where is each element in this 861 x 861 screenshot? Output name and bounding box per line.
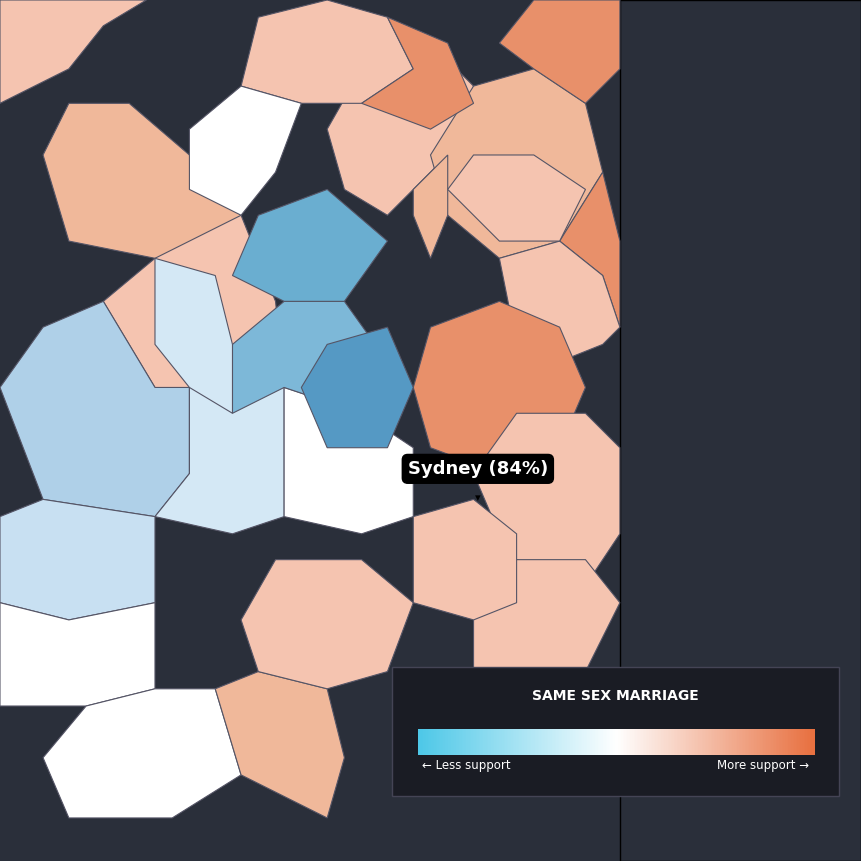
Polygon shape (189, 86, 301, 215)
Polygon shape (0, 0, 146, 103)
Polygon shape (413, 301, 585, 474)
Polygon shape (43, 103, 241, 276)
Polygon shape (301, 327, 413, 448)
Polygon shape (499, 0, 620, 103)
FancyBboxPatch shape (620, 0, 861, 861)
Polygon shape (0, 603, 155, 706)
Polygon shape (430, 69, 603, 258)
Text: Sydney (84%): Sydney (84%) (408, 460, 548, 478)
Polygon shape (0, 499, 155, 620)
Polygon shape (103, 215, 284, 413)
FancyBboxPatch shape (392, 667, 839, 796)
Polygon shape (43, 689, 241, 818)
Polygon shape (241, 560, 413, 689)
Polygon shape (474, 560, 620, 689)
Polygon shape (474, 413, 620, 585)
Polygon shape (448, 155, 585, 241)
Polygon shape (560, 172, 620, 327)
Polygon shape (232, 301, 387, 413)
Text: SAME SEX MARRIAGE: SAME SEX MARRIAGE (532, 689, 699, 703)
Text: More support →: More support → (717, 759, 809, 772)
Polygon shape (413, 499, 517, 620)
Polygon shape (241, 0, 413, 103)
Text: ← Less support: ← Less support (422, 759, 511, 772)
Polygon shape (284, 387, 413, 534)
Polygon shape (215, 672, 344, 818)
Polygon shape (155, 258, 232, 413)
Polygon shape (155, 387, 284, 534)
Polygon shape (413, 155, 448, 258)
Polygon shape (0, 301, 189, 517)
Polygon shape (327, 43, 474, 215)
Polygon shape (499, 241, 620, 362)
Polygon shape (362, 17, 474, 129)
Polygon shape (232, 189, 387, 301)
